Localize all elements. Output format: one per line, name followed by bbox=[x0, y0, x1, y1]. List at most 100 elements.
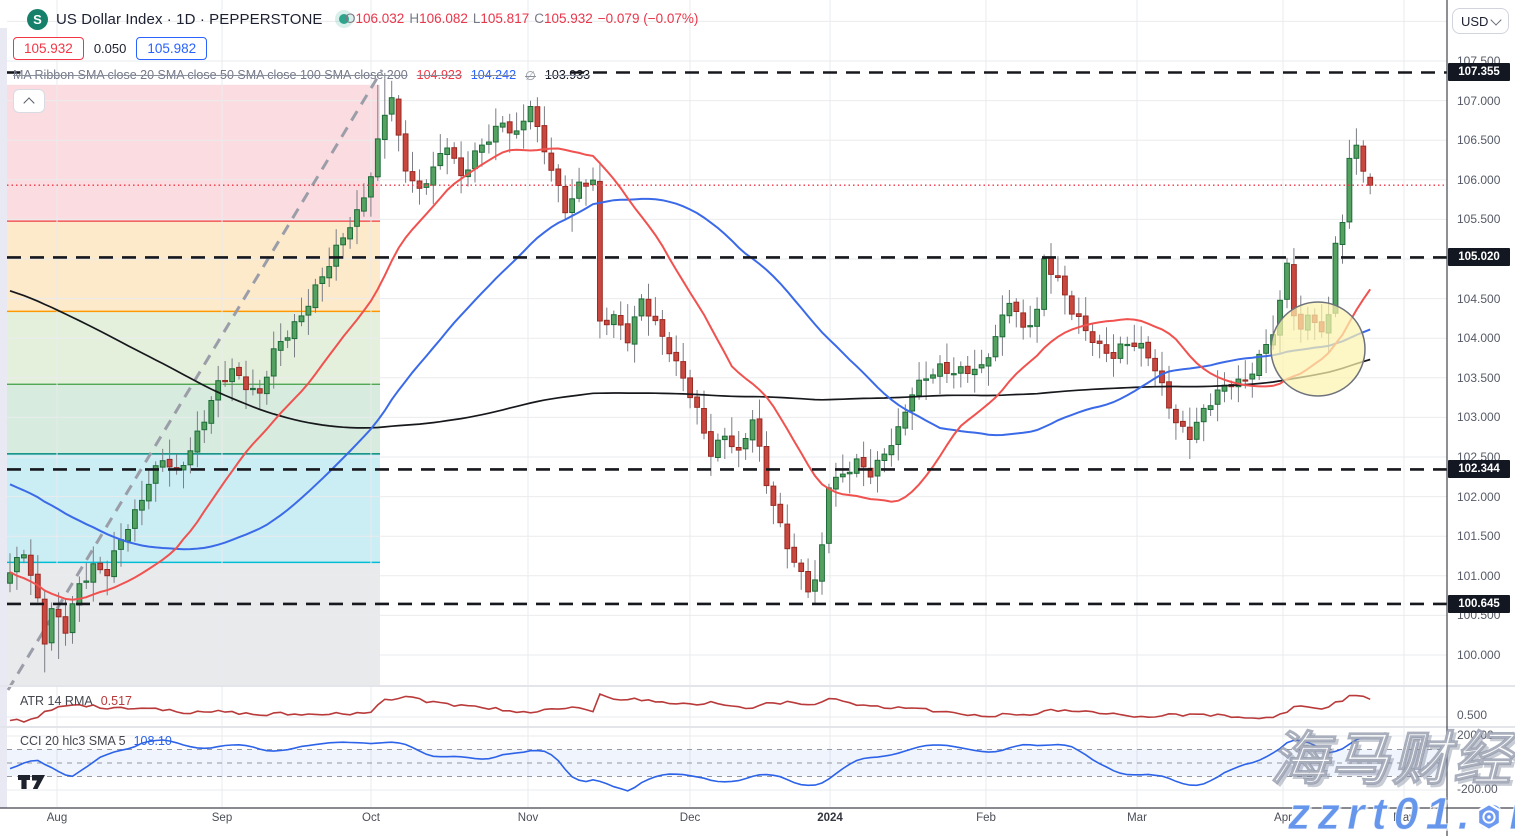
candle-body bbox=[1159, 370, 1165, 384]
candle-body bbox=[125, 529, 131, 542]
candle-body bbox=[652, 315, 659, 322]
candle-body bbox=[409, 171, 416, 182]
candle-body bbox=[132, 509, 138, 529]
candle-body bbox=[1068, 295, 1075, 315]
candle-body bbox=[1249, 373, 1256, 380]
candle-body bbox=[1145, 341, 1152, 359]
candle-body bbox=[1242, 379, 1249, 382]
zone-band bbox=[7, 454, 380, 564]
candle-body bbox=[48, 608, 55, 644]
sma200-line bbox=[9, 289, 1371, 429]
low-label: L bbox=[472, 11, 481, 26]
high-value: 106.082 bbox=[419, 11, 468, 26]
candle-body bbox=[895, 426, 902, 446]
sma20-line bbox=[9, 147, 1372, 601]
candle-body bbox=[104, 569, 111, 577]
candle-body bbox=[694, 396, 701, 408]
buy-price-button[interactable]: 105.982 bbox=[136, 37, 208, 60]
candle-body bbox=[347, 227, 354, 240]
candle-body bbox=[1075, 313, 1082, 317]
candle-body bbox=[305, 305, 312, 316]
candle-body bbox=[1013, 301, 1020, 313]
candle-body bbox=[826, 487, 832, 544]
candle-body bbox=[1360, 145, 1367, 172]
symbol-header[interactable]: S US Dollar Index · 1D · PEPPERSTONE bbox=[27, 8, 349, 30]
cci-indicator-legend[interactable]: CCI 20 hlc3 SMA 5 108.10 bbox=[20, 734, 172, 748]
candle-body bbox=[499, 122, 506, 128]
candle-body bbox=[152, 465, 159, 484]
candle-body bbox=[784, 523, 791, 550]
candle-body bbox=[1284, 262, 1290, 300]
zone-band bbox=[7, 563, 380, 687]
candle-body bbox=[374, 138, 381, 178]
candle-body bbox=[888, 445, 895, 456]
candle-body bbox=[964, 365, 971, 374]
candle-body bbox=[944, 362, 950, 374]
candle-body bbox=[597, 180, 603, 322]
cci-value: 108.10 bbox=[133, 734, 172, 748]
candle-body bbox=[243, 376, 249, 391]
sell-price-button[interactable]: 105.932 bbox=[13, 37, 84, 60]
candle-body bbox=[617, 315, 624, 326]
candle-body bbox=[992, 336, 999, 358]
cci-line bbox=[9, 736, 1371, 792]
candle-body bbox=[472, 150, 478, 170]
candle-body bbox=[21, 554, 27, 559]
candle-body bbox=[603, 319, 610, 326]
candle-body bbox=[1138, 342, 1145, 349]
candle-body bbox=[1193, 421, 1200, 440]
candle-body bbox=[1339, 222, 1346, 245]
candle-body bbox=[1082, 315, 1089, 332]
candle-body bbox=[1186, 426, 1193, 441]
candle-body bbox=[916, 379, 923, 397]
candle-body bbox=[937, 363, 943, 377]
ma-ribbon-legend[interactable]: MA Ribbon SMA close 20 SMA close 50 SMA … bbox=[13, 68, 590, 83]
watermark-hexagon-icon bbox=[1476, 802, 1502, 832]
candle-body bbox=[402, 133, 409, 172]
highlight-circle[interactable] bbox=[1270, 301, 1366, 397]
low-value: 105.817 bbox=[480, 11, 530, 26]
candle-body bbox=[999, 314, 1006, 338]
candle-body bbox=[458, 157, 465, 177]
candle-body bbox=[361, 197, 367, 212]
cci-label: CCI 20 hlc3 SMA 5 bbox=[20, 734, 126, 748]
candle-body bbox=[1103, 344, 1110, 354]
symbol-title[interactable]: US Dollar Index · 1D · PEPPERSTONE bbox=[56, 10, 323, 28]
candle-body bbox=[798, 562, 805, 572]
candle-body bbox=[256, 388, 263, 394]
candle-body bbox=[666, 337, 673, 355]
collapse-pane-button[interactable] bbox=[13, 89, 45, 113]
candle-body bbox=[62, 616, 69, 634]
open-value: 106.032 bbox=[355, 11, 405, 26]
atr-indicator-legend[interactable]: ATR 14 RMA 0.517 bbox=[20, 694, 132, 708]
candle-body bbox=[673, 351, 680, 362]
candle-body bbox=[187, 450, 194, 466]
candle-body bbox=[1131, 342, 1138, 348]
currency-label: USD bbox=[1461, 13, 1489, 29]
candle-body bbox=[534, 106, 541, 127]
symbol-logo: S bbox=[27, 8, 48, 30]
candle-body bbox=[777, 503, 784, 524]
candle-body bbox=[1006, 302, 1013, 317]
candle-body bbox=[236, 366, 242, 376]
candle-body bbox=[985, 357, 992, 367]
candle-body bbox=[687, 377, 694, 399]
candle-body bbox=[1173, 408, 1179, 424]
candle-body bbox=[749, 419, 756, 441]
candle-body bbox=[1034, 308, 1040, 327]
candle-body bbox=[631, 316, 638, 345]
candle-body bbox=[333, 244, 340, 267]
open-label: O bbox=[345, 11, 356, 26]
candle-body bbox=[1117, 343, 1124, 359]
currency-selector[interactable]: USD bbox=[1452, 8, 1509, 34]
candle-body bbox=[805, 571, 812, 593]
candle-body bbox=[263, 376, 270, 395]
candle-body bbox=[520, 120, 527, 131]
candle-body bbox=[1353, 144, 1360, 159]
candle-body bbox=[874, 459, 881, 477]
left-margin-strip bbox=[0, 28, 7, 808]
tradingview-logo[interactable] bbox=[18, 775, 46, 790]
high-label: H bbox=[409, 11, 420, 26]
candle-body bbox=[277, 341, 284, 351]
